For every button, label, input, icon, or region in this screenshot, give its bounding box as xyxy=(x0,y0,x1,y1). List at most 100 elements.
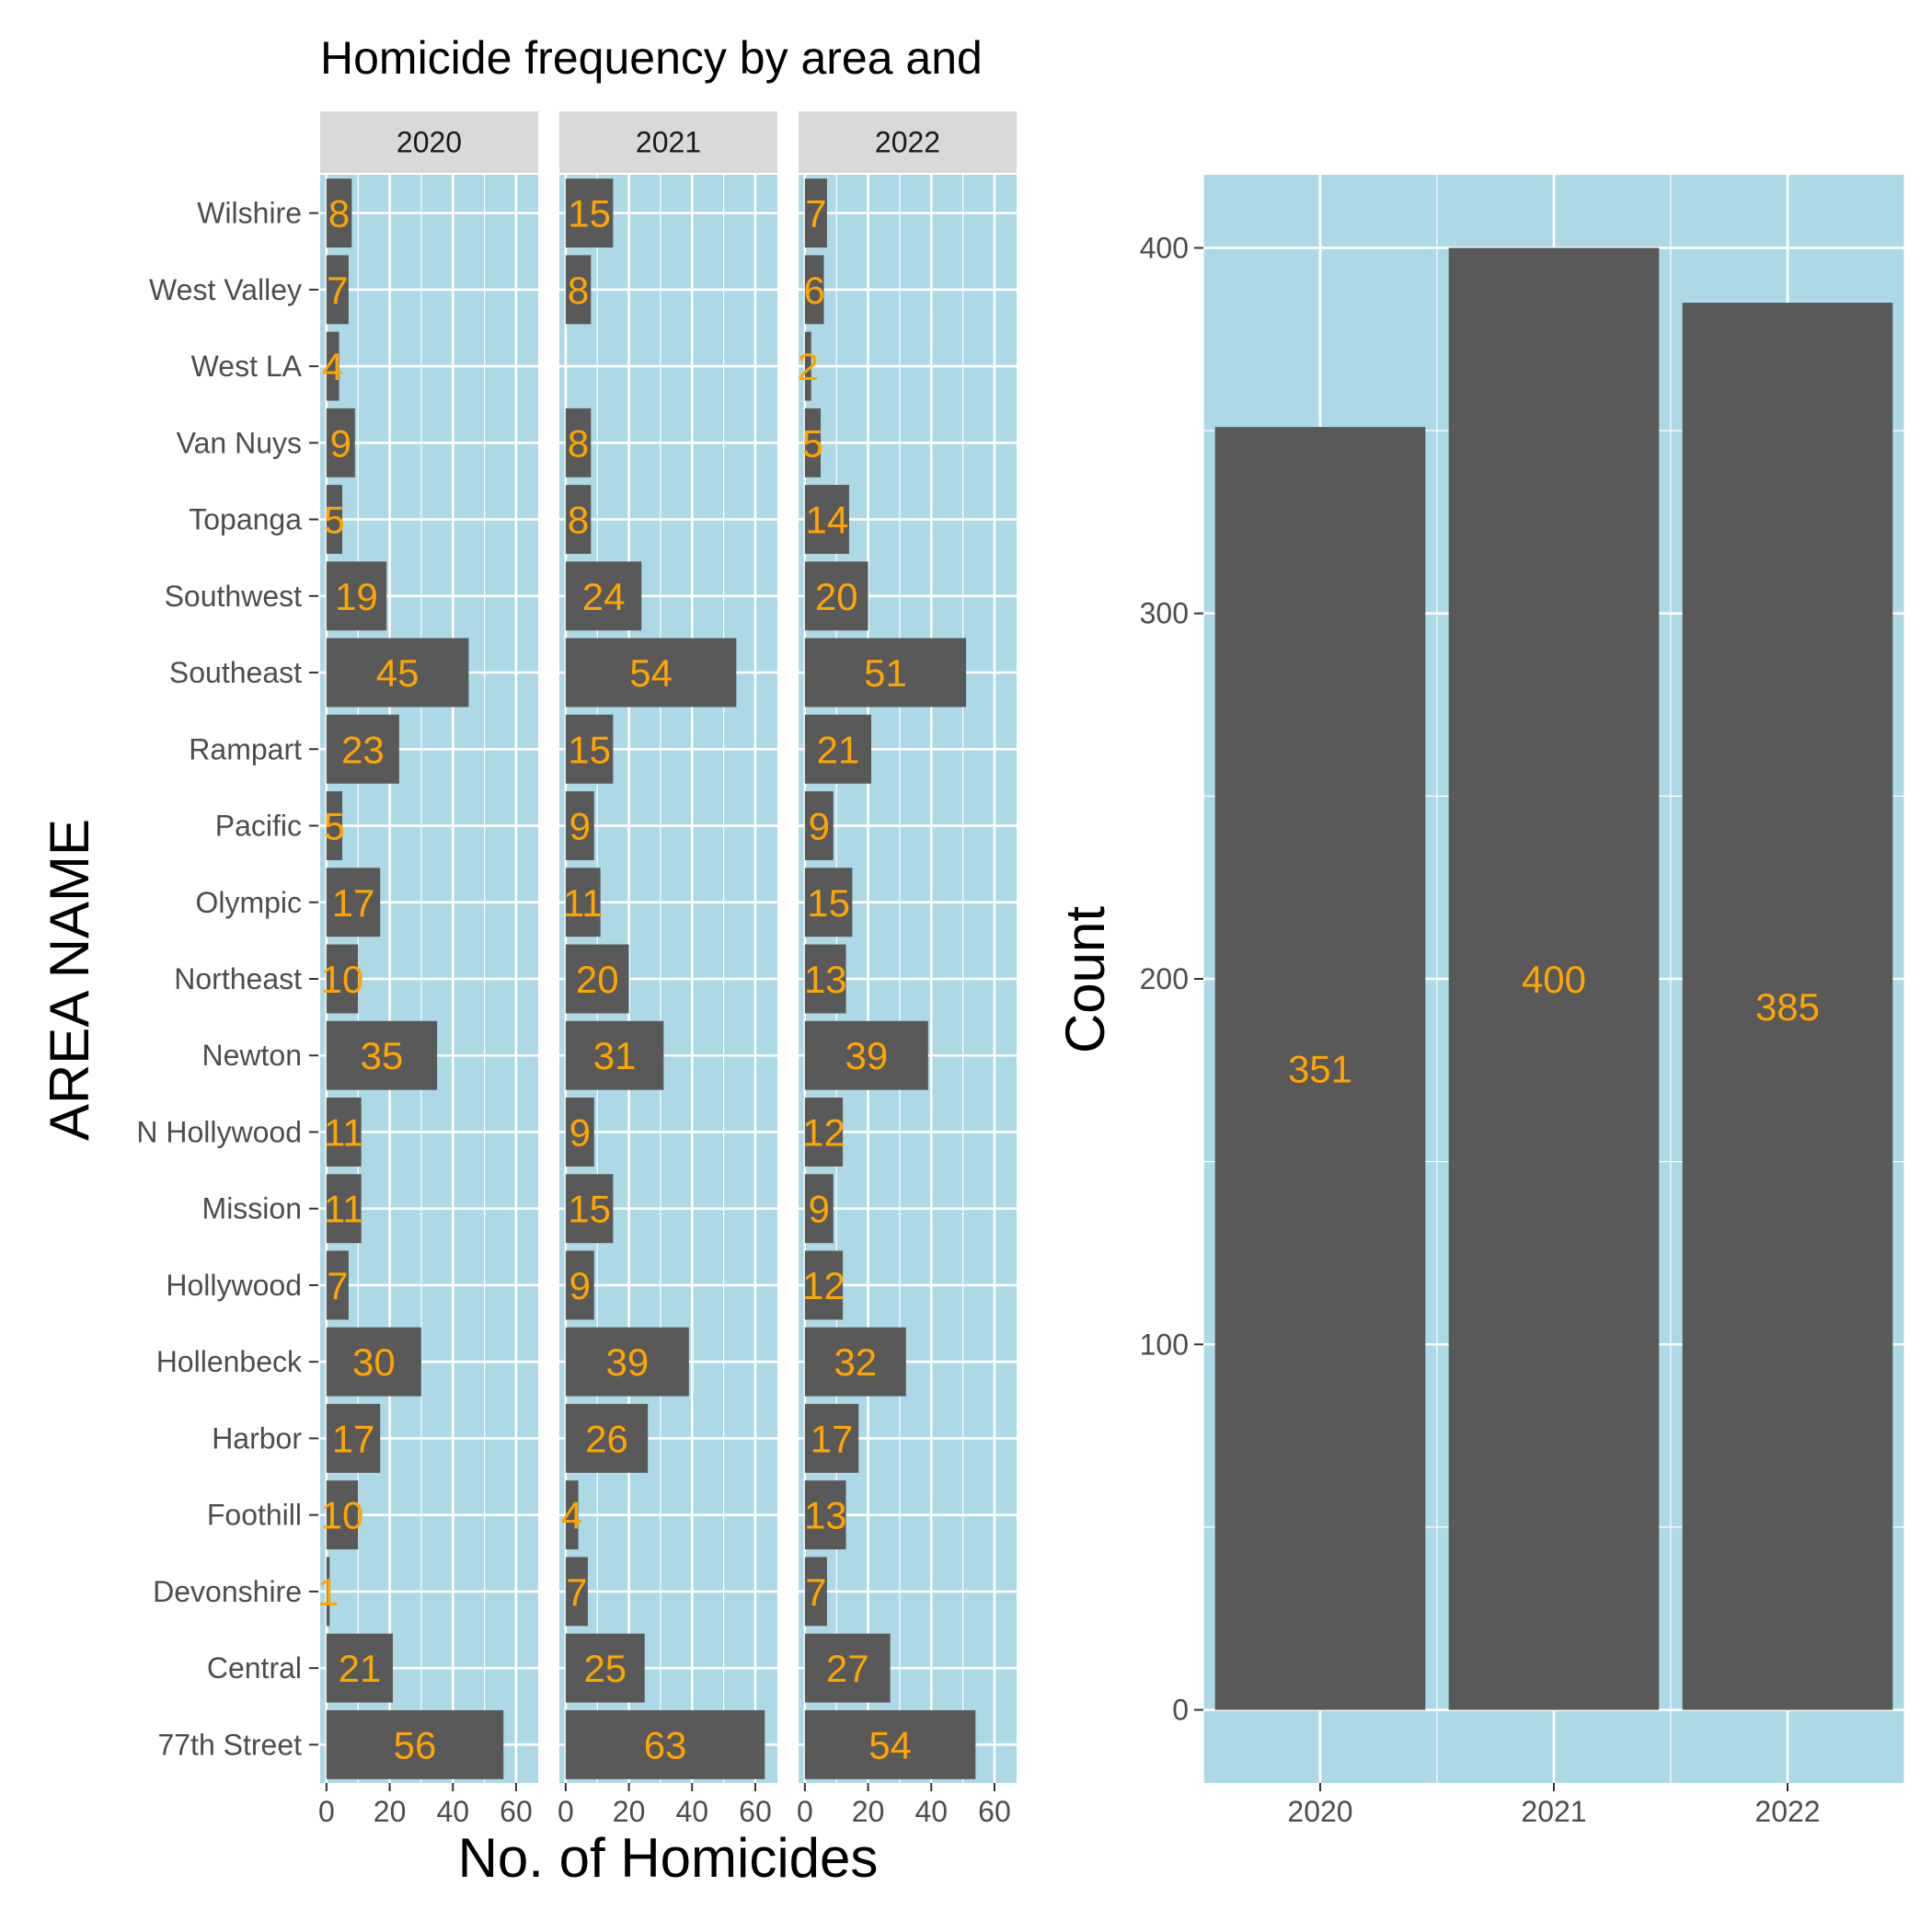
bar-label-n-hollywood-2022: 12 xyxy=(802,1110,845,1154)
y-tick-label: West LA xyxy=(191,350,303,383)
bar-olympic-2021 xyxy=(565,868,601,937)
y-tick-label: Mission xyxy=(202,1192,302,1225)
facet-strip xyxy=(799,111,1017,173)
bar-label-west-la-2022: 2 xyxy=(798,345,819,388)
bar-harbor-2020 xyxy=(326,1403,381,1473)
bar-label-olympic-2021: 11 xyxy=(563,881,604,925)
bar-label-southeast-2020: 45 xyxy=(376,651,420,695)
bar-olympic-2022 xyxy=(804,868,853,937)
bar-label-southwest-2021: 24 xyxy=(582,575,626,618)
bar-mission-2020 xyxy=(326,1174,362,1244)
x-tick-label: 40 xyxy=(436,1795,469,1828)
chart-title: Homicide frequency by area and xyxy=(320,32,983,84)
y-tick-label: Harbor xyxy=(212,1421,302,1455)
facet-strip xyxy=(559,111,777,173)
y-tick-label: Pacific xyxy=(215,810,302,843)
y-tick-label: Devonshire xyxy=(153,1575,302,1608)
x-tick-label: 2022 xyxy=(1754,1795,1820,1828)
bar-topanga-2022 xyxy=(804,485,849,555)
bar-central-2021 xyxy=(565,1633,645,1703)
bar-label-mission-2022: 9 xyxy=(809,1188,830,1231)
facet-strip-label: 2020 xyxy=(397,126,462,159)
x-tick-label: 60 xyxy=(978,1795,1011,1828)
y-tick-label: Northeast xyxy=(174,962,302,995)
bar-label-west-la-2020: 4 xyxy=(322,345,343,388)
bar-label-olympic-2020: 17 xyxy=(332,881,375,925)
bar-west-la-2020 xyxy=(326,331,339,401)
x-tick-label: 20 xyxy=(852,1795,885,1828)
y-tick-label: Rampart xyxy=(189,732,302,765)
bar-77th-street-2021 xyxy=(565,1709,765,1779)
bar-label-topanga-2022: 14 xyxy=(806,499,849,542)
facet-strip xyxy=(320,111,538,173)
bar-topanga-2020 xyxy=(326,485,343,555)
yearly-total-bar-chart: 351 2020 400 2021 385 2022 0 100 200 300 400 Count xyxy=(1054,175,1905,1828)
bar-rampart-2022 xyxy=(804,714,871,784)
y-tick-label: 400 xyxy=(1140,231,1189,264)
bar-label-wilshire-2020: 8 xyxy=(328,192,350,236)
bar-n-hollywood-2022 xyxy=(804,1098,844,1167)
y-tick-label: Central xyxy=(207,1651,302,1685)
bar-label-topanga-2021: 8 xyxy=(568,499,589,542)
y-tick-label: West Valley xyxy=(149,273,302,306)
total-bar-label-2022: 385 xyxy=(1755,985,1820,1029)
bar-label-hollywood-2021: 9 xyxy=(569,1264,591,1307)
bar-harbor-2021 xyxy=(565,1403,649,1473)
bar-label-northeast-2020: 10 xyxy=(321,958,364,1001)
bar-foothill-2020 xyxy=(326,1480,359,1550)
bar-label-central-2020: 21 xyxy=(339,1647,382,1690)
bar-label-hollywood-2020: 7 xyxy=(327,1264,348,1307)
bar-wilshire-2022 xyxy=(804,178,827,248)
bar-hollywood-2021 xyxy=(565,1250,594,1320)
bar-harbor-2022 xyxy=(804,1403,859,1473)
bar-label-olympic-2022: 15 xyxy=(807,881,850,925)
bar-west-valley-2020 xyxy=(326,255,349,325)
bar-label-southeast-2022: 51 xyxy=(864,651,907,695)
bar-label-pacific-2021: 9 xyxy=(569,805,591,848)
y-tick-label: 77th Street xyxy=(157,1728,302,1761)
bar-77th-street-2022 xyxy=(804,1709,976,1779)
y-tick-label: 200 xyxy=(1140,962,1189,995)
bar-southwest-2020 xyxy=(326,561,387,631)
count-axis-title: Count xyxy=(1054,906,1116,1053)
bar-label-77th-street-2022: 54 xyxy=(868,1723,912,1766)
bar-rampart-2020 xyxy=(326,714,399,784)
bar-label-van-nuys-2021: 8 xyxy=(568,421,589,465)
bar-label-west-valley-2022: 6 xyxy=(803,269,824,312)
y-tick-label: 300 xyxy=(1140,597,1189,630)
bar-label-devonshire-2022: 7 xyxy=(805,1570,826,1614)
bar-label-foothill-2020: 10 xyxy=(321,1494,364,1537)
bar-label-northeast-2022: 13 xyxy=(804,958,847,1001)
y-tick-label: N Hollywood xyxy=(136,1115,302,1148)
x-tick-label: 2021 xyxy=(1521,1795,1586,1828)
bar-southeast-2021 xyxy=(565,638,737,707)
bar-devonshire-2020 xyxy=(326,1557,330,1627)
total-bar-label-2020: 351 xyxy=(1288,1047,1352,1090)
bar-label-rampart-2020: 23 xyxy=(341,728,385,771)
facet-strip-label: 2022 xyxy=(875,126,940,159)
bar-pacific-2020 xyxy=(326,791,343,860)
bar-southeast-2022 xyxy=(804,638,967,707)
bar-label-n-hollywood-2021: 9 xyxy=(569,1110,591,1154)
bar-foothill-2021 xyxy=(565,1480,579,1550)
bar-label-newton-2021: 31 xyxy=(593,1034,637,1077)
bar-van-nuys-2020 xyxy=(326,408,355,477)
bar-label-hollenbeck-2021: 39 xyxy=(605,1340,649,1384)
bar-label-hollenbeck-2022: 32 xyxy=(834,1340,877,1384)
bar-van-nuys-2022 xyxy=(804,408,822,477)
bar-northeast-2022 xyxy=(804,944,846,1014)
bar-mission-2022 xyxy=(804,1174,834,1244)
bar-devonshire-2022 xyxy=(804,1557,827,1627)
x-tick-label: 0 xyxy=(558,1795,574,1828)
x-tick-label: 60 xyxy=(500,1795,533,1828)
x-tick-label: 20 xyxy=(374,1795,407,1828)
bar-label-harbor-2022: 17 xyxy=(811,1417,854,1460)
bar-label-harbor-2021: 26 xyxy=(585,1417,628,1460)
bar-hollenbeck-2020 xyxy=(326,1327,421,1397)
bar-wilshire-2021 xyxy=(565,178,614,248)
y-tick-label: Newton xyxy=(202,1039,303,1072)
bar-label-mission-2020: 11 xyxy=(324,1188,364,1231)
x-tick-label: 60 xyxy=(739,1795,772,1828)
